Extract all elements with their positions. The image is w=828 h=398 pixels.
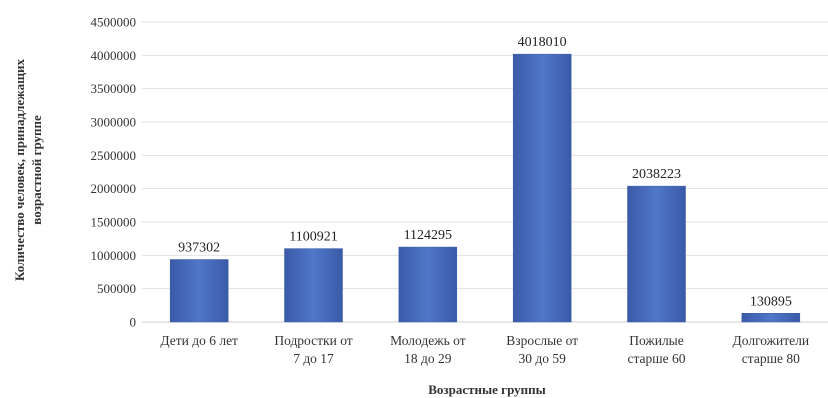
data-label: 4018010 — [518, 35, 567, 50]
y-tick-label: 4000000 — [91, 48, 137, 63]
data-label: 937302 — [178, 241, 220, 256]
y-tick-label: 1500000 — [91, 215, 137, 230]
x-category-label-line: старше 80 — [742, 351, 800, 366]
x-category-label-line: старше 60 — [627, 351, 685, 366]
y-axis-title-line-2: возрастной группе — [29, 115, 44, 225]
data-label: 2038223 — [632, 167, 681, 182]
x-category-label: Взрослые от 30 до 59 — [506, 333, 578, 366]
y-tick-label: 3000000 — [91, 115, 137, 130]
gridlines — [142, 21, 828, 323]
y-tick-label: 3500000 — [91, 81, 137, 96]
y-tick-label: 1000000 — [91, 248, 137, 263]
bar — [398, 246, 458, 323]
x-category-label-line: Подростки от — [274, 333, 352, 348]
data-labels: 937302 1100921 1124295 4018010 2038223 130895 — [178, 35, 792, 309]
x-category-label-line: Пожилые — [629, 333, 684, 348]
x-category-label-line: Дети до 6 лет — [160, 333, 238, 348]
y-tick-label: 2500000 — [91, 148, 137, 163]
x-axis-categories: Дети до 6 лет Подростки от 7 до 17 Молодежь… — [160, 333, 809, 366]
x-category-label-line: Молодежь от — [390, 333, 466, 348]
data-label: 130895 — [750, 294, 792, 309]
bars — [169, 53, 801, 323]
x-category-label: Пожилые старше 60 — [627, 333, 685, 366]
bar — [512, 53, 572, 323]
x-axis-title: Возрастные группы — [428, 382, 546, 397]
data-label: 1100921 — [289, 230, 337, 245]
y-axis-ticks: 0 500000 1000000 1500000 2000000 2500000 30000… — [91, 15, 137, 330]
y-tick-label: 0 — [130, 315, 137, 330]
bar — [169, 259, 229, 323]
y-axis-title-line-1: Количество человек, принадлежащих — [12, 58, 27, 281]
x-category-label-line: Взрослые от — [506, 333, 578, 348]
y-tick-label: 2000000 — [91, 181, 137, 196]
bar — [284, 248, 343, 323]
x-category-label: Молодежь от 18 до 29 — [390, 333, 466, 366]
y-tick-label: 4500000 — [91, 15, 137, 30]
bar — [627, 185, 686, 323]
x-category-label-line: 18 до 29 — [404, 351, 452, 366]
bar — [741, 313, 801, 323]
data-label: 1124295 — [404, 228, 452, 243]
x-category-label: Долгожители старше 80 — [733, 333, 810, 366]
x-category-label: Дети до 6 лет — [160, 333, 238, 348]
x-category-label: Подростки от 7 до 17 — [274, 333, 352, 366]
x-category-label-line: Долгожители — [733, 333, 810, 348]
x-category-label-line: 30 до 59 — [518, 351, 566, 366]
x-category-label-line: 7 до 17 — [293, 351, 334, 366]
y-tick-label: 500000 — [97, 281, 136, 296]
